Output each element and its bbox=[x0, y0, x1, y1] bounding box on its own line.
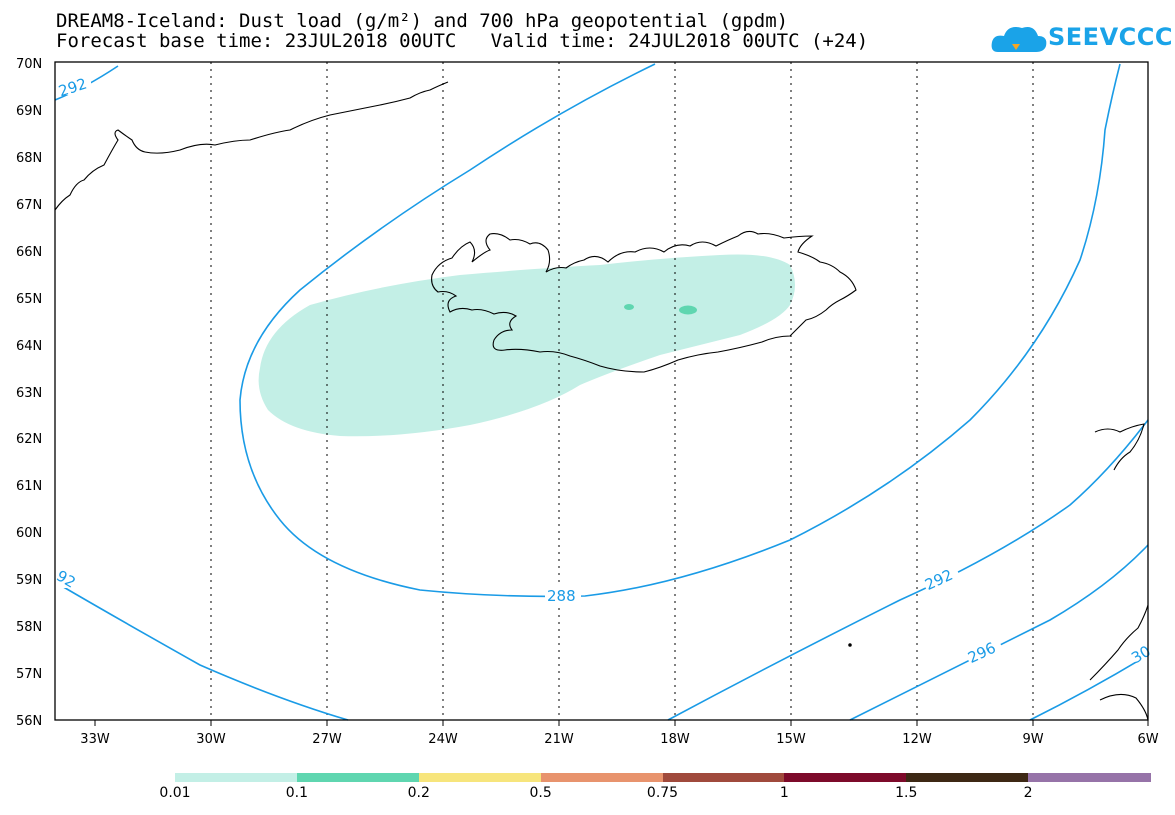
lon-label: 24W bbox=[428, 732, 458, 747]
geopotential-contours bbox=[54, 63, 1149, 721]
cloud-logo-icon bbox=[991, 27, 1047, 52]
lat-label: 57N bbox=[16, 667, 42, 682]
coastlines bbox=[54, 81, 1149, 721]
lon-label: 9W bbox=[1022, 732, 1043, 747]
contour-label: 288 bbox=[547, 587, 576, 605]
lat-label: 62N bbox=[16, 432, 42, 447]
legend-color-swatch bbox=[662, 773, 785, 782]
legend-label: 0.1 bbox=[285, 785, 309, 801]
legend-label: 0.75 bbox=[646, 785, 679, 801]
lat-label: 68N bbox=[16, 151, 42, 166]
grid-lines bbox=[210, 62, 1034, 720]
legend-label: 0.2 bbox=[407, 785, 430, 801]
logo-text: SEEVCCC bbox=[1048, 23, 1173, 51]
lat-label: 67N bbox=[16, 198, 42, 213]
lat-label: 59N bbox=[16, 573, 42, 588]
legend-label: 0.01 bbox=[159, 785, 191, 801]
dust-area-medium bbox=[624, 304, 634, 310]
lat-label: 56N bbox=[16, 714, 42, 729]
latitude-axis: 70N 69N 68N 67N 66N 65N 64N 63N 62N 61N … bbox=[16, 57, 42, 729]
lon-label: 6W bbox=[1137, 732, 1158, 747]
lat-label: 69N bbox=[16, 104, 42, 119]
legend-color-swatch bbox=[540, 773, 663, 782]
legend-color-swatch bbox=[784, 773, 907, 782]
legend-label: 1 bbox=[779, 785, 789, 801]
lon-label: 18W bbox=[660, 732, 690, 747]
map-title: DREAM8-Iceland: Dust load (g/m²) and 700… bbox=[56, 10, 789, 32]
lon-label: 33W bbox=[80, 732, 110, 747]
legend-label: 2 bbox=[1023, 785, 1033, 801]
map-subtitle: Forecast base time: 23JUL2018 00UTC Vali… bbox=[56, 30, 869, 52]
dust-area-light bbox=[258, 254, 796, 437]
lon-label: 12W bbox=[902, 732, 932, 747]
lat-label: 64N bbox=[16, 339, 42, 354]
legend-color-swatch bbox=[906, 773, 1029, 782]
contour-label: 30 bbox=[1128, 642, 1154, 667]
legend-label: 1.5 bbox=[895, 785, 918, 801]
longitude-axis: 33W 30W 27W 24W 21W 18W 15W 12W 9W 6W bbox=[80, 732, 1158, 747]
lon-label: 30W bbox=[196, 732, 226, 747]
lat-label: 58N bbox=[16, 620, 42, 635]
lat-label: 63N bbox=[16, 386, 42, 401]
legend-color-swatch bbox=[175, 773, 298, 782]
legend-color-swatch bbox=[418, 773, 542, 782]
lat-label: 70N bbox=[16, 57, 42, 72]
legend-label: 0.5 bbox=[529, 785, 552, 801]
lon-label: 21W bbox=[544, 732, 574, 747]
dust-area-medium bbox=[679, 305, 697, 315]
lat-label: 61N bbox=[16, 479, 42, 494]
color-legend bbox=[175, 773, 1151, 782]
lon-label: 15W bbox=[776, 732, 806, 747]
lat-label: 60N bbox=[16, 526, 42, 541]
lat-label: 65N bbox=[16, 292, 42, 307]
legend-color-swatch bbox=[1028, 773, 1151, 782]
map-frame bbox=[54, 61, 1149, 721]
legend-color-swatch bbox=[296, 773, 420, 782]
lat-label: 66N bbox=[16, 245, 42, 260]
lon-label: 27W bbox=[312, 732, 342, 747]
